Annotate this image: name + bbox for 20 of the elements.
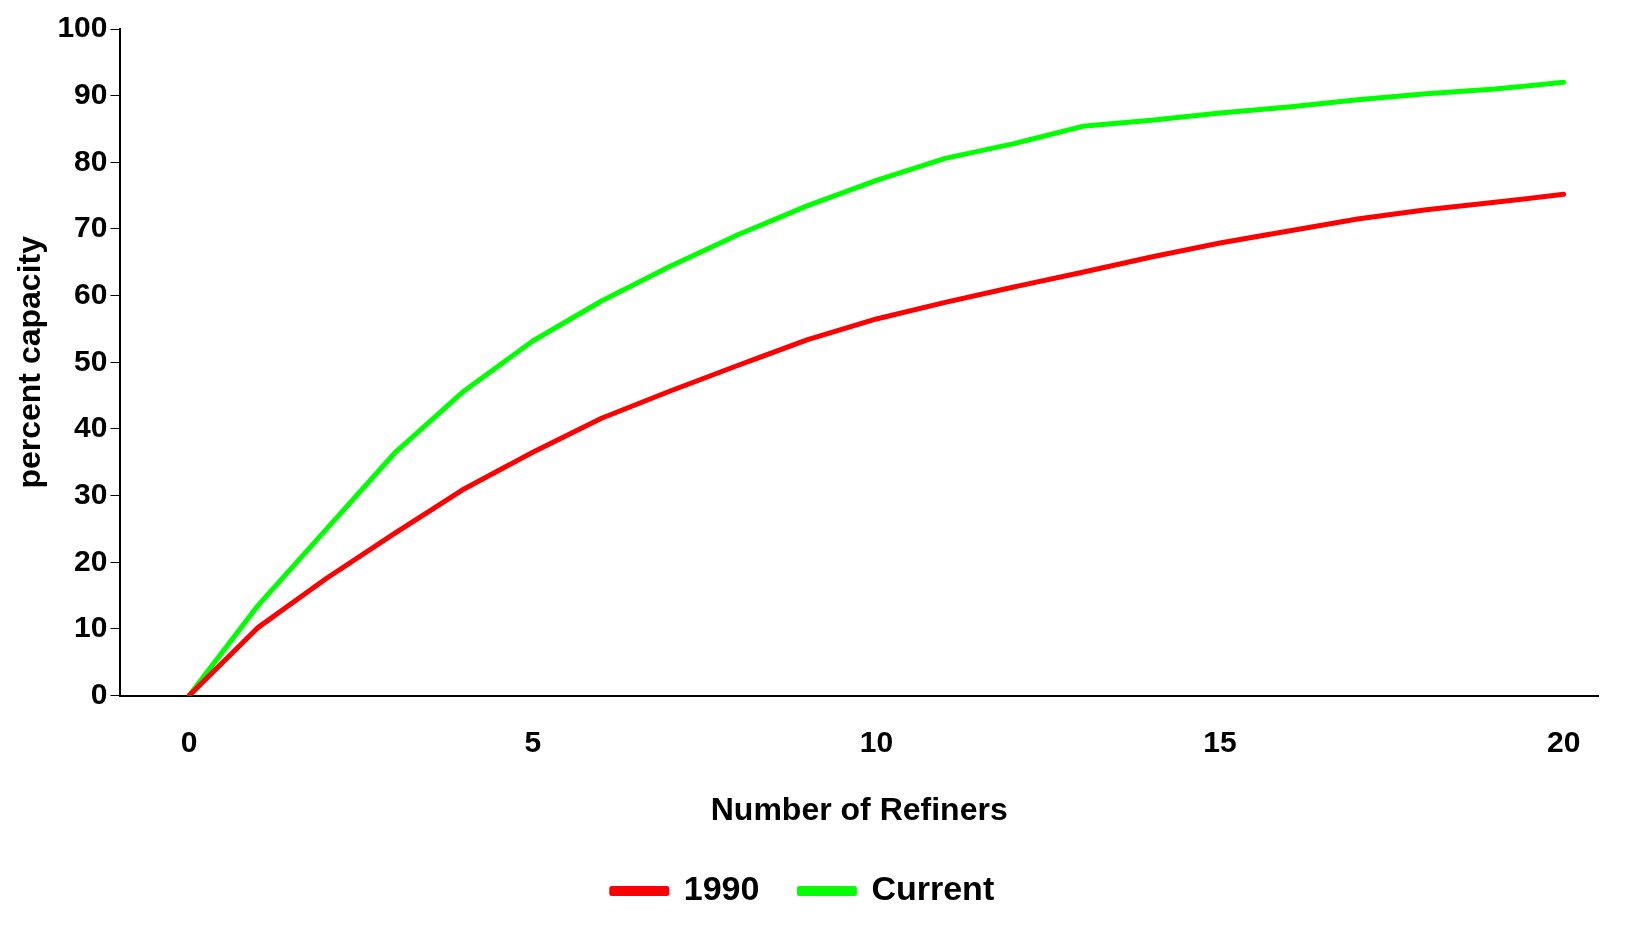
y-tick-label: 0 <box>90 676 108 710</box>
y-tick-label: 30 <box>74 476 108 510</box>
y-tick-label: 40 <box>74 410 108 444</box>
x-tick-label: 5 <box>524 724 542 758</box>
y-tick-label: 60 <box>74 276 108 310</box>
y-tick-label: 20 <box>74 543 108 577</box>
y-axis-title: percent capacity <box>11 235 48 489</box>
x-tick-label: 10 <box>859 724 894 758</box>
x-tick-label: 0 <box>180 724 198 758</box>
legend-label: 1990 <box>683 869 760 908</box>
x-axis-title: Number of Refiners <box>710 790 1008 827</box>
x-tick-label: 20 <box>1546 724 1581 758</box>
y-tick-label: 50 <box>74 343 108 377</box>
y-tick-label: 90 <box>74 76 108 110</box>
legend-label: Current <box>871 869 995 908</box>
y-tick-label: 10 <box>74 610 108 644</box>
y-tick-label: 100 <box>57 10 108 44</box>
y-tick-label: 70 <box>74 210 108 244</box>
x-tick-label: 15 <box>1203 724 1237 758</box>
y-tick-label: 80 <box>74 143 108 177</box>
